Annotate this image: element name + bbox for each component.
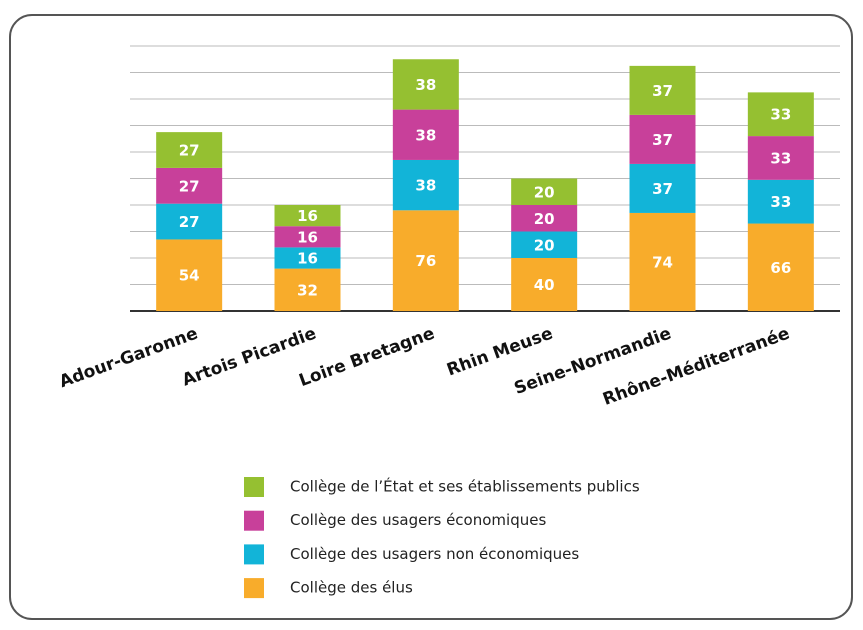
value-label: 38 [415,126,436,144]
bar-segment [156,203,223,240]
bar-segment [274,226,341,248]
value-label: 76 [415,252,436,270]
value-label: 20 [534,210,555,228]
legend-label: Collège des usagers économiques [290,511,546,529]
bar-segment [511,205,578,232]
bar-segment [156,239,223,311]
bar-segment [747,223,814,311]
bar-segment [274,205,341,227]
value-label: 16 [297,250,318,268]
value-label: 16 [297,228,318,246]
bar-segment [629,212,696,311]
bar-segment [511,231,578,258]
legend-swatch [244,578,264,599]
value-label: 54 [179,267,200,285]
legend-swatch [244,510,264,531]
value-label: 37 [652,131,673,149]
x-tick-label: Adour-Garonne [57,324,201,393]
bar-segment [274,268,341,311]
value-label: 37 [652,82,673,100]
value-label: 74 [652,253,673,271]
legend-label: Collège des élus [290,579,413,597]
value-label: 27 [179,142,200,160]
value-label: 20 [534,183,555,201]
value-label: 27 [179,177,200,195]
x-tick-label: Loire Bretagne [297,324,438,392]
value-label: 37 [652,180,673,198]
legend-label: Collège de l’État et ses établissements … [290,477,640,496]
bar-segment [629,65,696,115]
bar-segment [392,210,459,311]
value-label: 66 [770,259,791,277]
value-label: 27 [179,213,200,231]
frame [9,14,853,620]
bar-segment [392,159,459,211]
bar-segment [392,59,459,110]
value-label: 16 [297,207,318,225]
bar-segment [747,92,814,137]
bar-segment [274,247,341,269]
value-label: 20 [534,236,555,254]
legend-label: Collège des usagers non économiques [290,545,579,563]
bar-segment [156,167,223,204]
bar-segment [511,258,578,311]
bar-segment [629,163,696,213]
legend-swatch [244,544,264,565]
bar-segment [392,109,459,160]
bar-segment [747,179,814,224]
bar-segment [156,132,223,168]
value-label: 40 [534,276,555,294]
value-label: 32 [297,281,318,299]
bar-segment [629,114,696,164]
value-label: 38 [415,177,436,195]
bar-segment [747,136,814,180]
value-label: 33 [770,106,791,124]
legend-swatch [244,477,264,497]
x-tick-label: Artois Picardie [180,324,319,391]
value-label: 38 [415,76,436,94]
bar-segment [511,178,578,205]
value-label: 33 [770,149,791,167]
value-label: 33 [770,193,791,211]
